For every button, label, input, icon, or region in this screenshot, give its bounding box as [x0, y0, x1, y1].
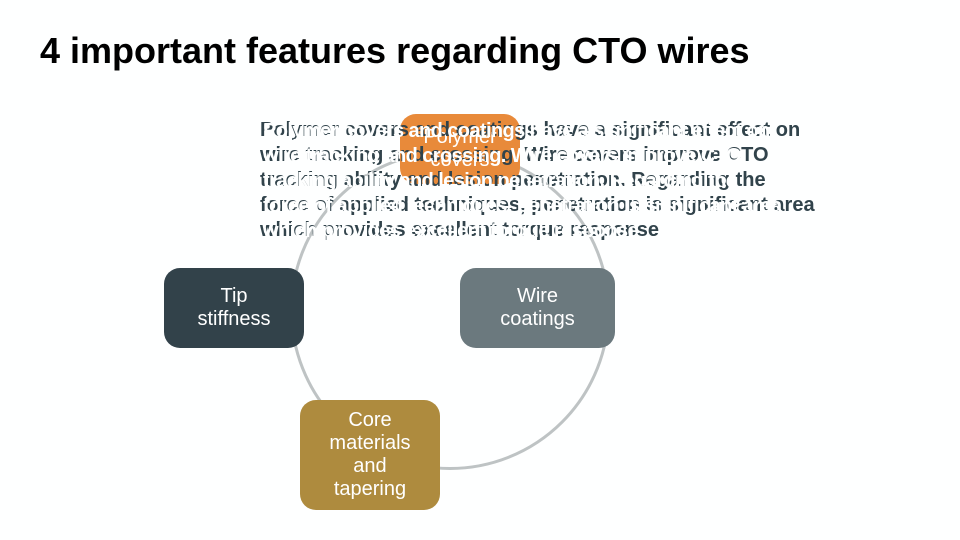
node-tip-stiffness: Tipstiffness — [164, 268, 304, 348]
node-wire-coatings: Wirecoatings — [460, 268, 615, 348]
overlay-text-shadow: Polymer covers and coatings have a signi… — [263, 119, 923, 244]
node-core-materials: Corematerialsandtapering — [300, 400, 440, 510]
page-title: 4 important features regarding CTO wires — [40, 30, 750, 72]
